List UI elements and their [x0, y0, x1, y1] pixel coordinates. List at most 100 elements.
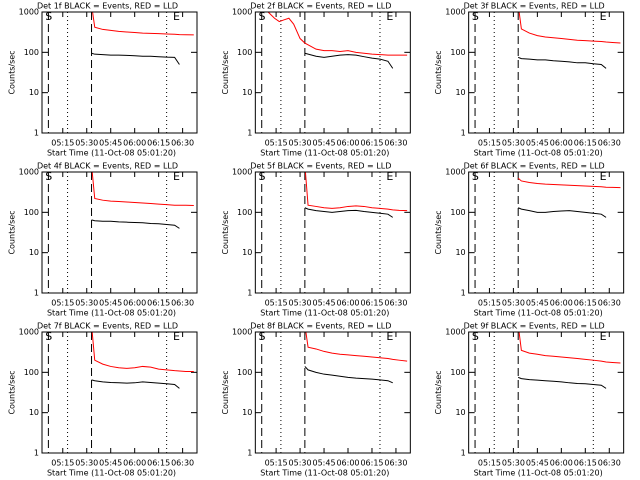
panel: Det 6f BLACK = Events, RED = LLD Start Ti… — [434, 162, 625, 318]
y-tick-label: 100 — [450, 48, 465, 57]
annotation: E — [173, 10, 180, 23]
x-tick-label: 05:45 — [313, 139, 336, 148]
y-tick-label: 1000 — [445, 168, 465, 177]
x-tick-label: 05:15 — [265, 139, 288, 148]
x-tick-label: 06:00 — [336, 139, 359, 148]
x-tick-label: 06:15 — [147, 459, 170, 468]
annotation: S — [45, 330, 52, 343]
x-tick-label: 06:00 — [123, 299, 146, 308]
series-line — [304, 172, 408, 212]
y-tick-label: 100 — [450, 208, 465, 217]
x-tick-label: 05:15 — [51, 139, 74, 148]
annotation: S — [259, 10, 266, 23]
series-line — [304, 366, 393, 384]
series-line — [517, 177, 621, 189]
y-tick-label: 100 — [237, 208, 252, 217]
annotation: E — [173, 330, 180, 343]
panel: Det 3f BLACK = Events, RED = LLD Start Ti… — [434, 2, 625, 158]
x-tick-label: 06:00 — [336, 459, 359, 468]
x-tick-label: 05:30 — [75, 299, 98, 308]
x-axis-label: Start Time (11-Oct-08 05:01:20) — [260, 469, 389, 478]
plot-frame — [468, 11, 625, 134]
panel: Det 7f BLACK = Events, RED = LLD Start Ti… — [8, 322, 198, 478]
series-line — [518, 376, 607, 389]
x-tick-label: 06:00 — [550, 139, 573, 148]
y-tick-label: 1 — [247, 129, 252, 138]
x-tick-label: 05:45 — [526, 459, 549, 468]
y-tick-label: 1 — [247, 449, 252, 458]
y-tick-label: 100 — [24, 48, 39, 57]
series-line — [91, 332, 194, 372]
chart-title: Det 8f BLACK = Events, RED = LLD — [250, 322, 391, 331]
y-axis-label: Counts/sec — [221, 50, 230, 94]
chart-title: Det 4f BLACK = Events, RED = LLD — [37, 162, 178, 171]
x-tick-label: 06:15 — [360, 139, 383, 148]
y-tick-label: 1 — [461, 289, 466, 298]
annotation: S — [472, 330, 479, 343]
x-tick-label: 06:30 — [384, 459, 407, 468]
x-axis-label: Start Time (11-Oct-08 05:01:20) — [260, 309, 389, 318]
y-tick-label: 100 — [24, 208, 39, 217]
chart-title: Det 1f BLACK = Events, RED = LLD — [37, 2, 178, 11]
y-tick-label: 1000 — [232, 328, 252, 337]
series-line — [91, 52, 180, 65]
chart-title: Det 5f BLACK = Events, RED = LLD — [250, 162, 391, 171]
y-tick-label: 1 — [34, 129, 39, 138]
series-line — [518, 332, 621, 364]
plot-frame — [254, 171, 411, 294]
y-tick-label: 1 — [34, 449, 39, 458]
plot-frame — [41, 11, 198, 134]
y-tick-label: 10 — [29, 88, 39, 97]
y-axis-label: Counts/sec — [434, 50, 443, 94]
series-line — [92, 12, 194, 36]
panel: Det 8f BLACK = Events, RED = LLD Start Ti… — [221, 322, 411, 478]
y-axis-label: Counts/sec — [434, 210, 443, 254]
y-tick-label: 10 — [242, 408, 252, 417]
x-tick-label: 05:15 — [51, 459, 74, 468]
x-tick-label: 05:45 — [526, 139, 549, 148]
x-tick-label: 05:15 — [265, 299, 288, 308]
x-tick-label: 06:15 — [574, 139, 597, 148]
y-tick-label: 1 — [461, 129, 466, 138]
x-axis-label: Start Time (11-Oct-08 05:01:20) — [47, 149, 176, 158]
x-tick-label: 06:15 — [147, 299, 170, 308]
y-tick-label: 1000 — [232, 168, 252, 177]
x-tick-label: 06:30 — [171, 459, 194, 468]
x-tick-label: 05:30 — [75, 139, 98, 148]
annotation: E — [600, 10, 607, 23]
series-line — [304, 52, 394, 69]
x-tick-label: 05:30 — [502, 459, 525, 468]
x-tick-label: 06:00 — [550, 459, 573, 468]
series-line — [266, 12, 408, 56]
series-line — [91, 379, 180, 389]
x-axis-label: Start Time (11-Oct-08 05:01:20) — [474, 309, 603, 318]
y-tick-label: 10 — [242, 88, 252, 97]
plot-frame — [254, 11, 411, 134]
y-tick-label: 10 — [455, 248, 465, 257]
x-tick-label: 05:30 — [75, 459, 98, 468]
chart-title: Det 6f BLACK = Events, RED = LLD — [464, 162, 605, 171]
y-axis-label: Counts/sec — [221, 370, 230, 414]
annotation: E — [600, 330, 607, 343]
y-tick-label: 1 — [247, 289, 252, 298]
y-axis-label: Counts/sec — [8, 370, 17, 414]
x-tick-label: 06:30 — [598, 299, 621, 308]
x-tick-label: 06:15 — [574, 459, 597, 468]
y-tick-label: 1000 — [232, 8, 252, 17]
chart-title: Det 3f BLACK = Events, RED = LLD — [464, 2, 605, 11]
y-tick-label: 100 — [237, 48, 252, 57]
x-tick-label: 05:15 — [478, 459, 501, 468]
y-tick-label: 100 — [24, 368, 39, 377]
y-tick-label: 10 — [29, 408, 39, 417]
x-tick-label: 05:30 — [502, 299, 525, 308]
x-axis-label: Start Time (11-Oct-08 05:01:20) — [47, 469, 176, 478]
series-line — [91, 172, 194, 206]
x-tick-label: 05:30 — [289, 459, 312, 468]
x-tick-label: 06:00 — [336, 299, 359, 308]
panel: Det 5f BLACK = Events, RED = LLD Start Ti… — [221, 162, 411, 318]
panel: Det 4f BLACK = Events, RED = LLD Start Ti… — [8, 162, 198, 318]
y-tick-label: 10 — [29, 248, 39, 257]
annotation: S — [259, 330, 266, 343]
x-tick-label: 05:45 — [313, 299, 336, 308]
